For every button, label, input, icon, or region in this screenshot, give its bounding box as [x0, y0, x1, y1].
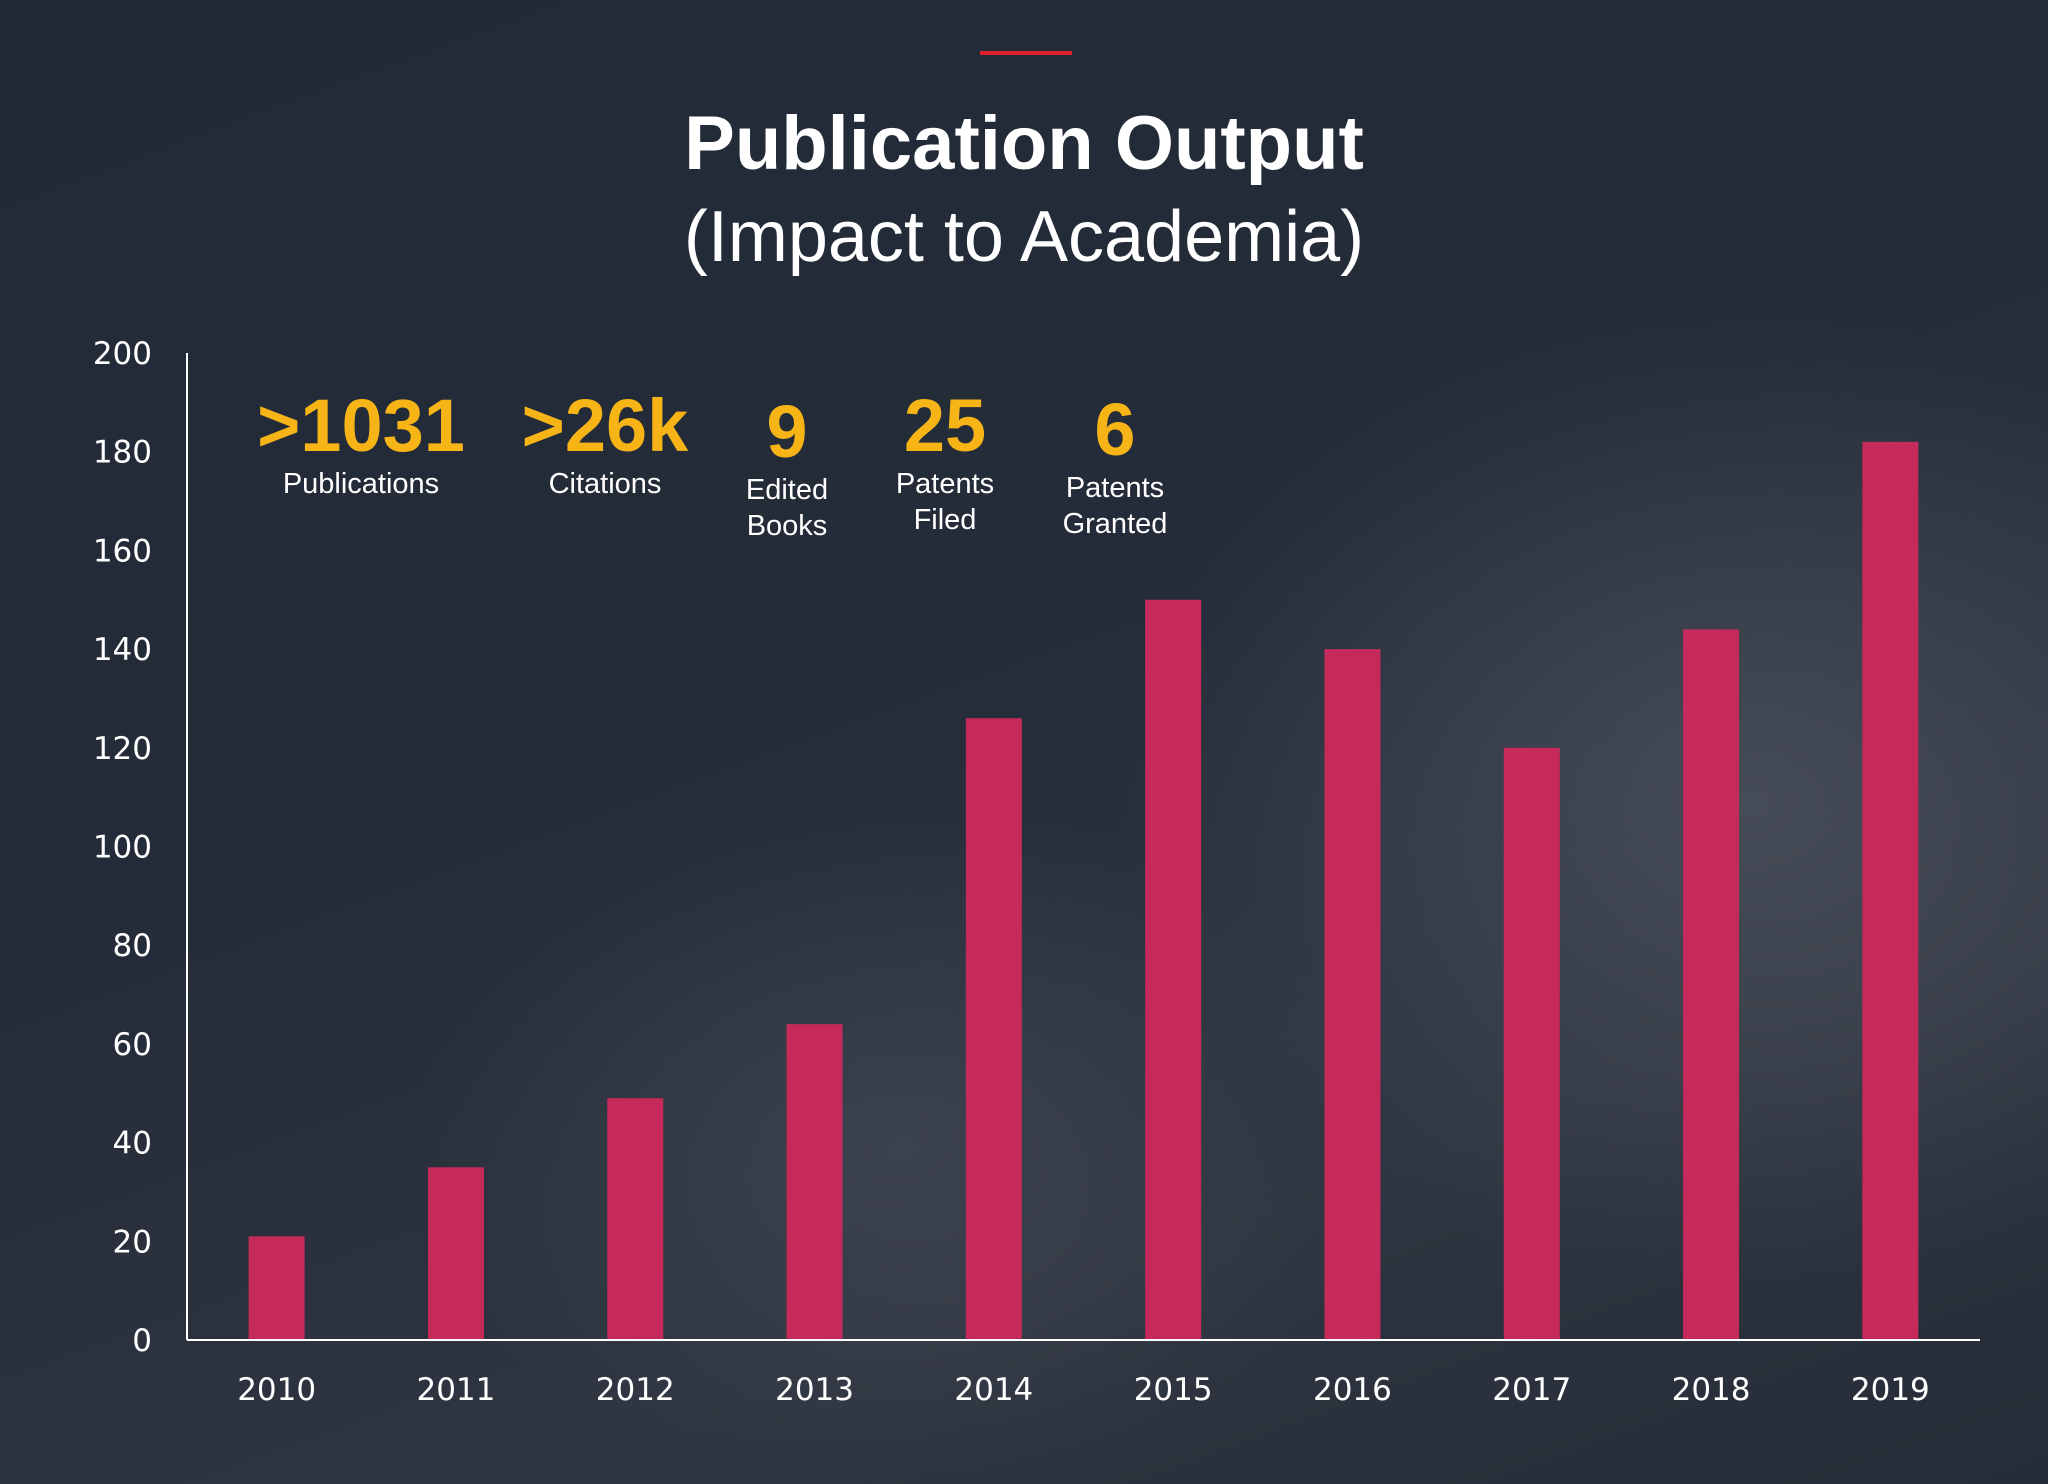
bar-2013: [786, 1024, 843, 1340]
x-tick-label: 2019: [1851, 1372, 1930, 1408]
bar-2011: [427, 1167, 484, 1340]
bar-2019: [1862, 441, 1919, 1341]
x-tick-label: 2012: [596, 1372, 675, 1408]
page-subtitle: (Impact to Academia): [683, 197, 1365, 277]
bar-2010: [248, 1236, 305, 1340]
stat-patents-granted: 6 Patents Granted: [1040, 390, 1190, 542]
stat-label: Patents Filed: [895, 468, 995, 536]
x-tick-label: 2016: [1313, 1372, 1392, 1408]
bar-2014: [965, 718, 1022, 1340]
y-tick-label: 20: [113, 1224, 152, 1260]
stat-value: >26k: [521, 384, 689, 467]
x-tick-label: 2013: [775, 1372, 854, 1408]
stat-label: Publications: [282, 468, 440, 500]
y-tick-label: 140: [93, 632, 152, 668]
bar-2016: [1324, 649, 1381, 1340]
x-tick-label: 2017: [1492, 1372, 1571, 1408]
stat-edited-books: 9 Edited Books: [722, 392, 852, 544]
bar-2015: [1145, 599, 1202, 1340]
stat-value: 9: [766, 390, 808, 473]
y-tick-label: 160: [93, 533, 152, 569]
y-tick-label: 60: [113, 1027, 152, 1063]
stat-citations: >26k Citations: [500, 386, 710, 502]
y-tick-label: 100: [93, 830, 152, 866]
y-tick-label: 0: [132, 1323, 152, 1359]
y-tick-label: 200: [93, 336, 152, 372]
stat-label: Citations: [548, 468, 662, 500]
x-tick-label: 2018: [1672, 1372, 1751, 1408]
bar-2018: [1683, 629, 1740, 1340]
bar-2017: [1503, 747, 1560, 1340]
stat-label: Edited Books: [745, 474, 829, 542]
accent-line: [980, 51, 1072, 55]
y-tick-label: 80: [113, 928, 152, 964]
y-tick-label: 120: [93, 731, 152, 767]
y-tick-label: 180: [93, 435, 152, 471]
stat-value: 6: [1094, 388, 1136, 471]
x-tick-label: 2010: [237, 1372, 316, 1408]
bar-2012: [607, 1098, 664, 1340]
stat-label: Patents Granted: [1062, 472, 1168, 540]
page-title: Publication Output: [684, 101, 1364, 186]
stat-publications: >1031 Publications: [246, 386, 476, 502]
x-tick-label: 2015: [1134, 1372, 1213, 1408]
stat-patents-filed: 25 Patents Filed: [875, 386, 1015, 538]
y-tick-label: 40: [113, 1126, 152, 1162]
x-tick-label: 2014: [954, 1372, 1033, 1408]
x-tick-label: 2011: [416, 1372, 495, 1408]
stat-value: 25: [903, 384, 987, 467]
stat-value: >1031: [257, 384, 465, 467]
